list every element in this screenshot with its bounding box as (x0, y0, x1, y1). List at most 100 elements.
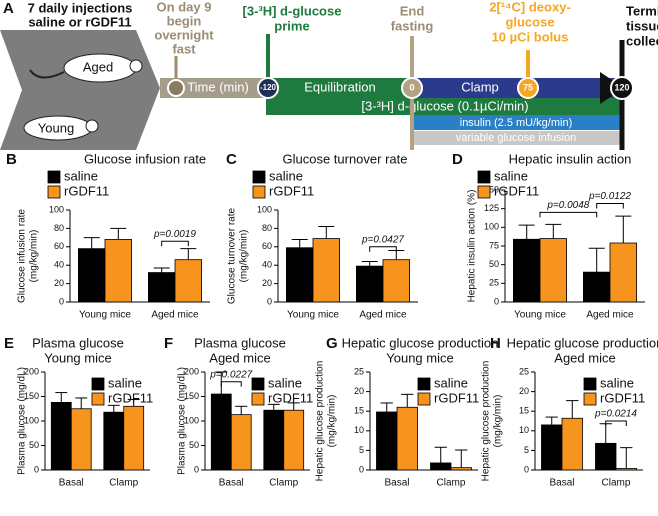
group-label: Aged (83, 59, 113, 74)
infusion-label: [3-³H] d-glucose (0.1µCi/min) (361, 98, 528, 113)
bar (312, 238, 341, 303)
significance-bracket (596, 202, 624, 209)
mouse-tail (29, 69, 65, 79)
legend-swatch (477, 170, 491, 184)
bar (382, 259, 411, 303)
fast-text: begin (167, 13, 202, 28)
bar (595, 442, 617, 471)
y-tick-label: 150 (184, 391, 199, 401)
phase-label: Equilibration (304, 79, 376, 94)
bar (561, 417, 583, 471)
chart-title: Plasma glucose (32, 335, 124, 350)
chart-subtitle: Young mice (44, 350, 111, 365)
legend-label: rGDF11 (268, 390, 313, 405)
x-tick-label: Aged mice (586, 310, 634, 321)
y-tick-label: 50 (489, 259, 499, 269)
y-tick-label: 20 (262, 278, 272, 288)
end-fasting-text: fasting (391, 18, 434, 33)
significance-label: p=0.0122 (588, 191, 631, 202)
significance-label: p=0.0048 (546, 200, 589, 211)
y-tick-label: 0 (34, 464, 39, 474)
legend-swatch (583, 392, 597, 406)
bar (513, 238, 541, 303)
bar (104, 239, 133, 303)
injections-line: 7 daily injections (28, 0, 133, 15)
y-axis-label: Plasma glucose (mg/dL) (17, 367, 28, 475)
bar (50, 401, 72, 471)
legend-label: saline (64, 168, 98, 183)
bolus-text: 10 µCi bolus (492, 29, 569, 44)
legend-swatch (252, 170, 266, 184)
y-tick-label: 125 (484, 203, 499, 213)
x-tick-label: Clamp (109, 478, 138, 489)
y-tick-label: 0 (59, 296, 64, 306)
bar (376, 411, 398, 471)
bar (583, 271, 611, 303)
legend-swatch (251, 392, 265, 406)
y-axis-label: (mg/kg/min) (239, 230, 250, 283)
y-tick-label: 25 (519, 366, 529, 376)
y-axis-label: (mg/kg/min) (29, 230, 40, 283)
y-tick-label: 15 (354, 406, 364, 416)
legend-swatch (91, 377, 105, 391)
y-tick-label: 0 (494, 296, 499, 306)
y-tick-label: 80 (262, 223, 272, 233)
chart-title: Glucose turnover rate (282, 151, 407, 166)
significance-bracket (539, 211, 598, 218)
legend-swatch (417, 392, 431, 406)
legend-swatch (47, 170, 61, 184)
bar (541, 424, 563, 471)
y-tick-label: 200 (24, 366, 39, 376)
y-tick-label: 25 (489, 278, 499, 288)
insulin-bar (412, 115, 622, 130)
legend-label: rGDF11 (269, 183, 314, 198)
y-tick-label: 20 (54, 278, 64, 288)
bar (283, 409, 305, 471)
legend-swatch (251, 377, 265, 391)
x-tick-label: Young mice (79, 310, 131, 321)
y-tick-label: 10 (354, 425, 364, 435)
x-tick-label: Clamp (437, 478, 466, 489)
y-tick-label: 75 (489, 240, 499, 250)
y-tick-label: 10 (519, 425, 529, 435)
chart-title: Hepatic glucose production (342, 335, 499, 350)
x-tick-label: Young mice (514, 310, 566, 321)
y-tick-label: 200 (184, 366, 199, 376)
bar (123, 405, 145, 471)
legend-swatch (252, 185, 266, 199)
legend-label: saline (268, 375, 302, 390)
bar (230, 414, 252, 471)
glucose-bar (412, 131, 622, 145)
y-tick-label: 20 (354, 386, 364, 396)
panel-letter: C (226, 151, 237, 168)
chart-title: Hepatic glucose production (507, 335, 658, 350)
time-dot (610, 76, 634, 100)
significance-bracket (369, 246, 397, 252)
chart-subtitle: Aged mice (554, 350, 615, 365)
significance-bracket (220, 381, 242, 387)
time-dot (517, 77, 539, 99)
y-tick-label: 0 (524, 464, 529, 474)
x-tick-label: Basal (384, 478, 409, 489)
bolus-text: glucose (505, 14, 554, 29)
panel-letter: B (6, 151, 17, 168)
bar (609, 242, 638, 303)
panel-letter: F (164, 335, 173, 352)
y-axis-label: Hepatic glucose production (481, 361, 492, 482)
mouse-ear (129, 59, 143, 73)
y-axis-label: Plasma glucose (mg/dL) (177, 367, 188, 475)
x-tick-label: Clamp (269, 478, 298, 489)
y-tick-label: 50 (189, 440, 199, 450)
phase-label: Clamp (461, 79, 499, 94)
legend-label: rGDF11 (494, 183, 539, 198)
y-axis-label: Hepatic insulin action (%) (467, 190, 478, 303)
y-tick-label: 40 (262, 260, 272, 270)
fast-text: On day 9 (157, 0, 212, 14)
legend-label: rGDF11 (64, 183, 109, 198)
prime-text: prime (274, 18, 309, 33)
significance-bracket (605, 420, 627, 426)
legend-label: saline (600, 375, 634, 390)
time-dot (257, 77, 279, 99)
bar (147, 272, 176, 303)
